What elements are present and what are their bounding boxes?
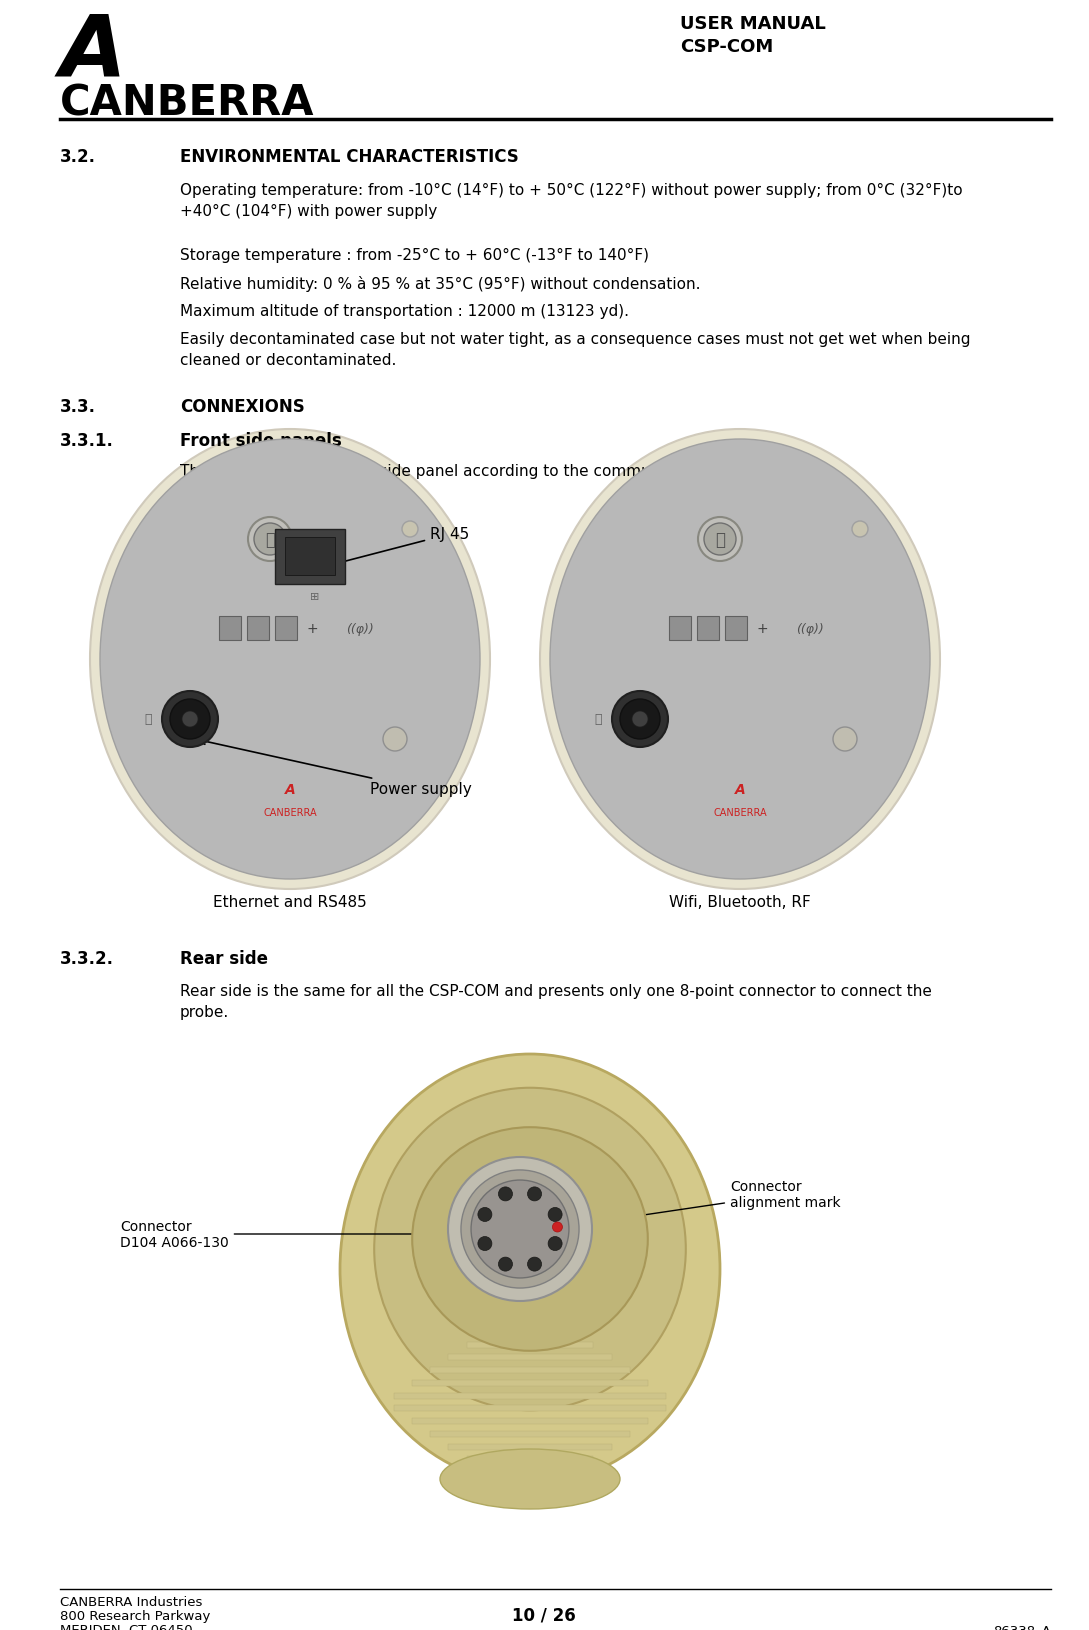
FancyBboxPatch shape [485,1328,575,1335]
Circle shape [620,699,660,740]
Circle shape [170,699,210,740]
Circle shape [182,712,198,727]
FancyBboxPatch shape [725,616,747,641]
Text: +: + [306,621,318,636]
Circle shape [852,522,868,538]
Text: CANBERRA Industries: CANBERRA Industries [60,1596,203,1609]
Ellipse shape [550,440,930,880]
Text: CANBERRA: CANBERRA [60,82,315,124]
Ellipse shape [540,430,940,890]
Text: Connector
alignment mark: Connector alignment mark [566,1178,841,1229]
FancyBboxPatch shape [669,616,692,641]
Circle shape [383,727,407,751]
FancyBboxPatch shape [485,1469,575,1475]
Text: Maximum altitude of transportation : 12000 m (13123 yd).: Maximum altitude of transportation : 120… [180,303,628,319]
Circle shape [548,1237,562,1250]
Circle shape [632,712,648,727]
FancyBboxPatch shape [466,1456,594,1462]
Circle shape [478,1237,492,1250]
Circle shape [703,523,736,556]
Text: 10 / 26: 10 / 26 [512,1606,576,1623]
Ellipse shape [340,1055,720,1483]
FancyBboxPatch shape [697,616,719,641]
Text: Rear side is the same for all the CSP-COM and presents only one 8-point connecto: Rear side is the same for all the CSP-CO… [180,983,931,1019]
Circle shape [162,691,218,748]
Text: A: A [60,10,126,93]
Text: Connector
D104 A066-130: Connector D104 A066-130 [120,1219,473,1249]
FancyBboxPatch shape [394,1405,666,1412]
Text: Power supply: Power supply [199,738,472,797]
FancyBboxPatch shape [430,1431,629,1438]
Text: CSP-COM: CSP-COM [680,37,773,55]
FancyBboxPatch shape [449,1355,612,1361]
Text: ⏚: ⏚ [595,712,602,725]
FancyBboxPatch shape [285,538,335,575]
Circle shape [698,518,742,562]
Text: 3.3.1.: 3.3.1. [60,432,113,450]
Ellipse shape [375,1089,686,1410]
Text: ⏻: ⏻ [715,531,725,549]
Text: ⏚: ⏚ [144,712,151,725]
Circle shape [499,1187,513,1201]
Text: USER MANUAL: USER MANUAL [680,15,825,33]
Text: Wifi, Bluetooth, RF: Wifi, Bluetooth, RF [669,895,811,910]
Text: There are 2 kinds of front side panel according to the communication mode.: There are 2 kinds of front side panel ac… [180,463,764,479]
FancyBboxPatch shape [247,616,269,641]
Circle shape [552,1222,562,1232]
Text: Storage temperature : from -25°C to + 60°C (-13°F to 140°F): Storage temperature : from -25°C to + 60… [180,248,649,262]
Ellipse shape [413,1128,648,1351]
Circle shape [833,727,857,751]
Circle shape [472,1180,568,1278]
Ellipse shape [90,430,490,890]
FancyBboxPatch shape [430,1368,629,1374]
Text: 3.2.: 3.2. [60,148,96,166]
Circle shape [499,1257,513,1271]
FancyBboxPatch shape [466,1341,594,1348]
FancyBboxPatch shape [394,1392,666,1399]
Text: Front side panels: Front side panels [180,432,342,450]
Text: A: A [284,782,295,797]
Text: ((φ)): ((φ)) [796,623,824,636]
Circle shape [402,522,418,538]
Text: MERIDEN, CT 06450: MERIDEN, CT 06450 [60,1623,193,1630]
Circle shape [527,1187,541,1201]
FancyBboxPatch shape [449,1444,612,1449]
Text: CANBERRA: CANBERRA [264,807,317,818]
Text: ((φ)): ((φ)) [346,623,374,636]
Text: ENVIRONMENTAL CHARACTERISTICS: ENVIRONMENTAL CHARACTERISTICS [180,148,518,166]
Text: Relative humidity: 0 % à 95 % at 35°C (95°F) without condensation.: Relative humidity: 0 % à 95 % at 35°C (9… [180,275,700,292]
Circle shape [248,518,292,562]
Text: Easily decontaminated case but not water tight, as a consequence cases must not : Easily decontaminated case but not water… [180,333,970,368]
Text: Rear side: Rear side [180,949,268,968]
Circle shape [612,691,668,748]
Circle shape [478,1208,492,1222]
Text: CANBERRA: CANBERRA [713,807,767,818]
Text: Ethernet and RS485: Ethernet and RS485 [213,895,367,910]
Text: 3.3.2.: 3.3.2. [60,949,114,968]
Circle shape [461,1170,579,1288]
Text: +: + [756,621,768,636]
Circle shape [527,1257,541,1271]
FancyBboxPatch shape [219,616,241,641]
Text: CONNEXIONS: CONNEXIONS [180,398,305,416]
Ellipse shape [100,440,480,880]
Text: 3.3.: 3.3. [60,398,96,416]
FancyBboxPatch shape [413,1418,648,1425]
Text: ⊞: ⊞ [310,592,320,601]
Text: RJ 45: RJ 45 [319,526,469,570]
FancyBboxPatch shape [276,530,345,585]
Ellipse shape [440,1449,620,1509]
FancyBboxPatch shape [413,1381,648,1386]
Circle shape [448,1157,592,1301]
Text: A: A [735,782,745,797]
Text: Operating temperature: from -10°C (14°F) to + 50°C (122°F) without power supply;: Operating temperature: from -10°C (14°F)… [180,183,963,218]
FancyBboxPatch shape [276,616,297,641]
Text: ⏻: ⏻ [265,531,276,549]
Circle shape [254,523,286,556]
Text: 86338_A: 86338_A [993,1623,1051,1630]
Text: 800 Research Parkway: 800 Research Parkway [60,1609,210,1622]
Circle shape [548,1208,562,1222]
